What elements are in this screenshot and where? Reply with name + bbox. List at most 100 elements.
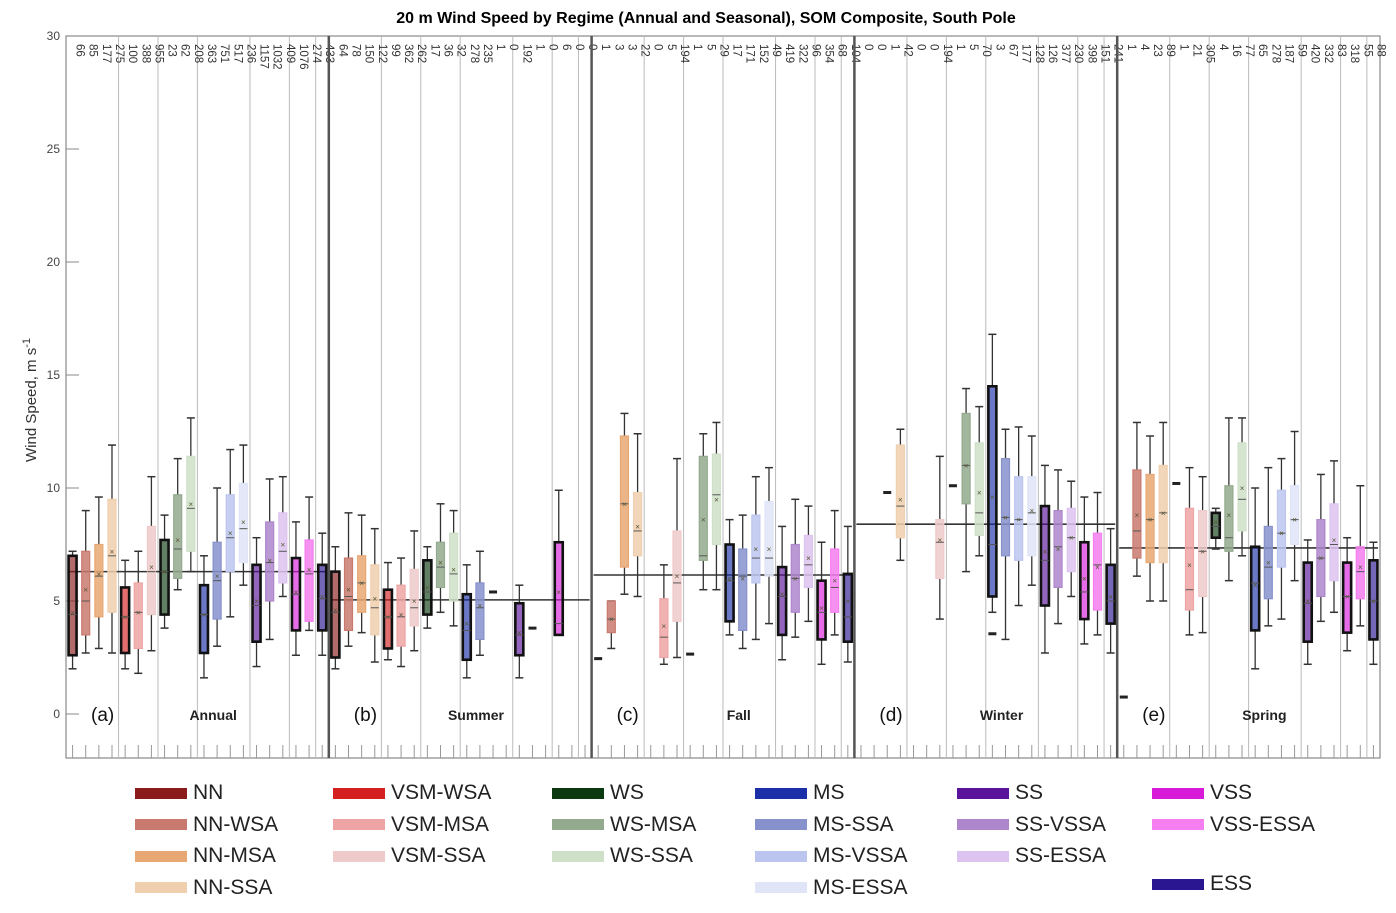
- mean-marker: ×: [1227, 511, 1232, 520]
- legend-label: MS-VSSA: [813, 844, 908, 867]
- box-iqr: [738, 548, 748, 631]
- sample-count-label: 377: [1059, 44, 1071, 63]
- y-axis-label-exponent: -1: [21, 338, 33, 348]
- panel-summer: 6478150122993622621736322782351019210600…: [327, 36, 598, 758]
- mean-marker: ×: [990, 493, 995, 502]
- box-ms-essa: ×: [764, 466, 774, 625]
- box-nn-ssa: ×: [632, 433, 643, 598]
- box-iqr: [475, 582, 485, 641]
- mean-marker: ×: [320, 592, 325, 601]
- box-iqr: [619, 435, 630, 568]
- mean-marker: ×: [215, 572, 220, 581]
- box-iqr: [698, 455, 708, 561]
- single-value-marker: [489, 590, 498, 594]
- box-vss-essa: ×: [830, 509, 840, 636]
- sample-count-label: 332: [1322, 44, 1334, 63]
- legend-swatch: [1152, 878, 1204, 890]
- sample-count-label: 0: [875, 44, 887, 50]
- legend-swatch: [552, 819, 604, 830]
- single-value-marker: [686, 652, 695, 656]
- mean-marker: ×: [438, 559, 443, 568]
- legend-item-ess: ESS: [1152, 869, 1252, 899]
- box-ss-essa: ×: [803, 505, 814, 623]
- box-iqr: [1263, 525, 1273, 600]
- sample-count-label: 29: [717, 44, 729, 57]
- box-iqr: [987, 384, 998, 598]
- box-ss: ×: [514, 584, 525, 679]
- box-iqr: [251, 563, 262, 643]
- legend-item-vss: VSS: [1152, 778, 1252, 808]
- box-iqr: [1014, 476, 1024, 561]
- box-ss: ×: [1039, 464, 1051, 654]
- sample-count-label: 3: [625, 44, 637, 50]
- sample-count-label: 64: [336, 44, 348, 57]
- sample-count-label: 88: [1374, 44, 1386, 57]
- box-nn-wsa: ×: [81, 509, 91, 654]
- sample-count-label: 32: [455, 44, 467, 57]
- sample-count-label: 17: [428, 44, 440, 57]
- box-iqr: [173, 494, 183, 580]
- box-ws: ×: [1210, 507, 1222, 550]
- mean-marker: ×: [1200, 547, 1205, 556]
- box-iqr: [330, 570, 341, 659]
- box-ss-vssa: ×: [265, 478, 275, 641]
- box-iqr: [842, 572, 854, 643]
- box-vsm-msa: ×: [133, 550, 143, 675]
- panel-name-label: Summer: [448, 707, 505, 723]
- box-ss-vssa: ×: [1316, 473, 1326, 623]
- box-vsm-msa: ×: [396, 557, 406, 668]
- panel-letter-label: (d): [879, 705, 902, 726]
- mean-marker: ×: [267, 556, 272, 565]
- panel-letter-label: (a): [91, 705, 114, 726]
- sample-count-label: 128: [1033, 44, 1045, 63]
- mean-marker: ×: [1095, 563, 1100, 572]
- box-iqr: [1355, 546, 1365, 600]
- sample-count-label: 66: [74, 44, 86, 57]
- legend: NN NN-WSA NN-MSA NN-SSA VSM-WSA VSM-MSA VSM-SS…: [0, 775, 1396, 913]
- panel-name-label: Fall: [727, 707, 751, 723]
- sample-count-label: 96: [809, 44, 821, 57]
- sample-count-label: 150: [363, 44, 375, 63]
- box-iqr: [1158, 464, 1168, 564]
- box-nn-wsa: ×: [1132, 421, 1142, 577]
- box-ms: ×: [1249, 487, 1261, 670]
- mean-marker: ×: [399, 611, 404, 620]
- box-ss-essa: ×: [1066, 480, 1076, 598]
- box-iqr: [764, 500, 774, 577]
- box-ms: ×: [198, 555, 210, 679]
- box-iqr: [1053, 510, 1063, 589]
- legend-label: NN: [193, 781, 224, 804]
- box-ss: ×: [776, 525, 788, 661]
- sample-count-label: 65: [1256, 44, 1268, 57]
- legend-swatch: [755, 819, 807, 830]
- box-nn-ssa: ×: [895, 428, 905, 562]
- sample-count-label: 16: [1230, 44, 1242, 57]
- box-ws-msa: ×: [961, 387, 971, 573]
- sample-count-label: 230: [1072, 44, 1084, 63]
- legend-swatch: [135, 850, 187, 862]
- legend-swatch: [135, 819, 187, 830]
- box-vss: ×: [553, 489, 565, 637]
- single-value-marker: [528, 626, 537, 630]
- mean-marker: ×: [149, 563, 154, 572]
- box-iqr: [316, 563, 328, 632]
- box-ms-ssa: ×: [738, 514, 748, 650]
- box-ws-ssa: ×: [974, 405, 984, 557]
- sample-count-label: 1: [1125, 44, 1137, 50]
- box-iqr: [816, 579, 827, 641]
- legend-swatch: [957, 819, 1009, 830]
- box-ess: ×: [842, 525, 854, 663]
- box-vsm-ssa: ×: [1198, 475, 1208, 634]
- legend-label: NN-WSA: [193, 812, 279, 836]
- legend-item-nn-ssa: NN-SSA: [135, 873, 272, 903]
- legend-label: MS-SSA: [813, 812, 894, 836]
- mean-marker: ×: [83, 586, 88, 595]
- box-iqr: [1092, 532, 1103, 611]
- box-ms: ×: [724, 518, 735, 636]
- legend-item-ws: WS: [552, 778, 644, 808]
- box-iqr: [396, 584, 406, 647]
- sample-count-label: 78: [350, 44, 362, 57]
- sample-count-label: 192: [520, 44, 532, 63]
- box-plot-chart: 20 m Wind Speed by Regime (Annual and Se…: [21, 10, 1386, 759]
- sample-count-label: 398: [1085, 44, 1097, 63]
